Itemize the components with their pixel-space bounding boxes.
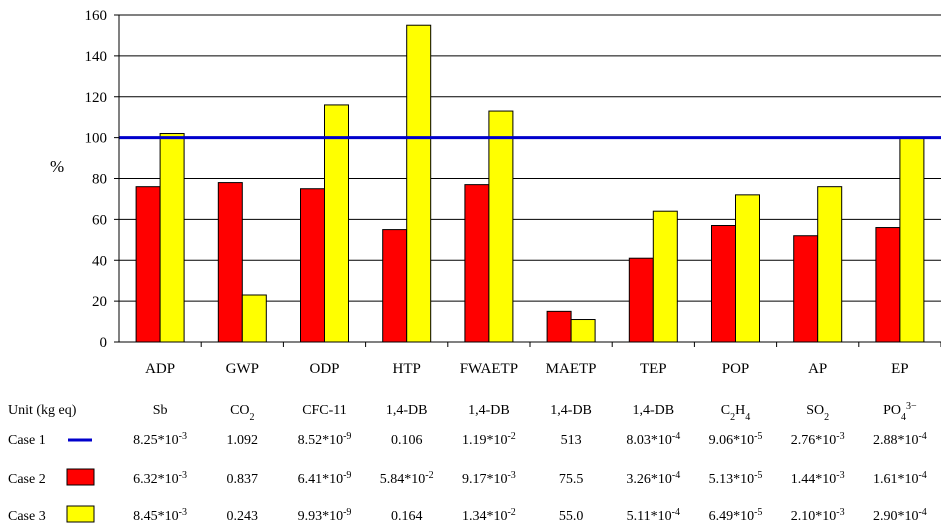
value-cell: 75.5 xyxy=(559,472,584,487)
value-cell: 8.52*10-9 xyxy=(298,431,352,449)
value-cell: 513 xyxy=(561,433,582,448)
bar-case-3 xyxy=(817,186,843,343)
value-cell: 5.84*10-2 xyxy=(380,470,434,488)
row-label: Case 2 xyxy=(8,472,46,487)
bar-case-3 xyxy=(406,24,432,343)
value-cell: 2.88*10-4 xyxy=(873,431,927,449)
bar-case-2 xyxy=(628,257,654,343)
y-tick-label: 0 xyxy=(100,335,108,351)
value-cell: 0.164 xyxy=(391,509,423,524)
labels: 0 20 40 60 80 100 120 140 160 ADP GWP ODP HTP FWAETP M… xyxy=(85,8,909,377)
legend-swatch-box xyxy=(66,505,95,523)
value-cell: 1.19*10-2 xyxy=(462,431,516,449)
value-cell: 8.25*10-3 xyxy=(133,431,187,449)
value-cell: 6.32*10-3 xyxy=(133,470,187,488)
value-cell: 0.106 xyxy=(391,433,423,448)
value-cell: 5.11*10-4 xyxy=(627,507,680,525)
bar-case-2 xyxy=(300,188,325,343)
bar-case-3 xyxy=(488,110,514,343)
x-category-label: FWAETP xyxy=(460,361,518,377)
unit-cell: C2H4 xyxy=(721,403,750,423)
value-cell: 3.26*10-4 xyxy=(626,470,680,488)
value-cell: 9.06*10-5 xyxy=(709,431,763,449)
value-cell: 5.13*10-5 xyxy=(709,470,763,488)
unit-cell: 1,4-DB xyxy=(550,403,592,418)
value-cell: 1.092 xyxy=(227,433,259,448)
value-cell: 6.49*10-5 xyxy=(709,507,763,525)
bar-case-3 xyxy=(324,104,349,343)
bar-case-2 xyxy=(135,186,161,343)
value-cell: 9.17*10-3 xyxy=(462,470,516,488)
bar-case-2 xyxy=(711,225,736,343)
bar-case-2 xyxy=(382,229,408,343)
bar-case-3 xyxy=(159,133,185,343)
value-cell: 1.44*10-3 xyxy=(791,470,845,488)
value-cell: 2.76*10-3 xyxy=(791,431,845,449)
legend-swatch-box xyxy=(66,468,95,486)
y-tick-label: 140 xyxy=(85,49,108,65)
bar-case-2 xyxy=(217,182,243,343)
bar-case-3 xyxy=(735,194,760,343)
unit-cell: SO2 xyxy=(806,403,829,423)
bar-case-3 xyxy=(241,294,267,343)
x-category-label: POP xyxy=(722,361,750,377)
bar-case-3 xyxy=(570,319,596,343)
bars xyxy=(119,24,941,343)
y-tick-label: 120 xyxy=(85,90,108,106)
unit-cell: 1,4-DB xyxy=(468,403,510,418)
x-category-label: MAETP xyxy=(546,361,597,377)
x-category-label: GWP xyxy=(226,361,259,377)
bar-case-2 xyxy=(875,227,901,343)
x-category-label: EP xyxy=(891,361,909,377)
unit-cell: 1,4-DB xyxy=(386,403,428,418)
x-category-label: HTP xyxy=(393,361,421,377)
value-cell: 9.93*10-9 xyxy=(298,507,352,525)
value-cell: 8.03*10-4 xyxy=(626,431,680,449)
value-cell: 2.90*10-4 xyxy=(873,507,927,525)
value-cell: 0.243 xyxy=(227,509,259,524)
unit-cell: 1,4-DB xyxy=(632,403,674,418)
y-tick-label: 40 xyxy=(92,253,107,269)
value-cell: 6.41*10-9 xyxy=(298,470,352,488)
x-category-label: ODP xyxy=(309,361,339,377)
bar-case-2 xyxy=(793,235,819,343)
x-category-label: TEP xyxy=(640,361,667,377)
y-tick-label: 20 xyxy=(92,294,107,310)
value-cell: 8.45*10-3 xyxy=(133,507,187,525)
bar-case-3 xyxy=(899,137,925,343)
x-category-label: AP xyxy=(808,361,827,377)
y-tick-label: 160 xyxy=(85,8,108,24)
row-label: Case 1 xyxy=(8,433,46,448)
bar-case-3 xyxy=(652,210,678,343)
value-cell: 1.34*10-2 xyxy=(462,507,516,525)
unit-cell: PO43− xyxy=(883,401,917,423)
unit-cell: Sb xyxy=(153,403,168,418)
value-cell: 1.61*10-4 xyxy=(873,470,927,488)
value-cell: 0.837 xyxy=(227,472,259,487)
value-cell: 2.10*10-3 xyxy=(791,507,845,525)
bar-case-2 xyxy=(546,310,572,343)
unit-cell: CO2 xyxy=(230,403,254,423)
y-tick-label: 60 xyxy=(92,212,107,228)
unit-cell: CFC-11 xyxy=(302,403,347,418)
bar-case-2 xyxy=(464,184,490,343)
x-category-label: ADP xyxy=(145,361,175,377)
y-tick-label: 80 xyxy=(92,172,107,188)
axes xyxy=(114,14,941,347)
y-tick-label: 100 xyxy=(85,131,108,147)
y-axis-label: % xyxy=(50,157,64,176)
value-cell: 55.0 xyxy=(559,509,584,524)
table-header-label: Unit (kg eq) xyxy=(8,403,77,418)
data-table: Unit (kg eq) Sb CO2 CFC-11 1,4-DB 1,4-DB 1,4-D… xyxy=(8,401,927,525)
row-label: Case 3 xyxy=(8,509,46,524)
